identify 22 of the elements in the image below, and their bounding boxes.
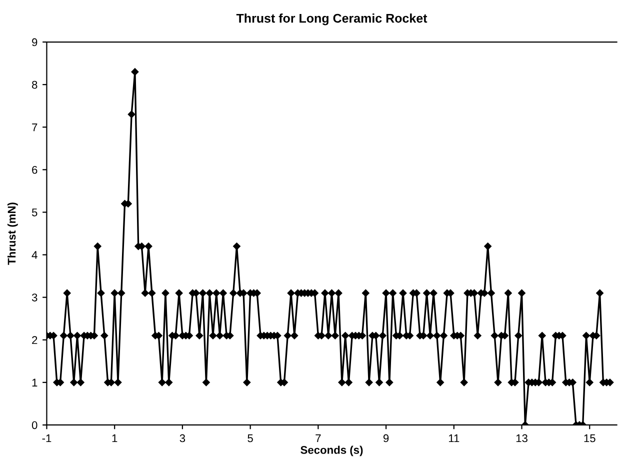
y-tick-label: 4: [32, 251, 38, 259]
y-tick-label: 1: [32, 378, 38, 386]
x-tick-label: 11: [448, 434, 460, 442]
x-tick-label: 3: [180, 434, 186, 442]
x-tick-label: -1: [42, 434, 52, 442]
x-tick-label: 9: [383, 434, 389, 442]
x-tick-label: 5: [248, 434, 253, 442]
y-tick-label: 8: [32, 80, 38, 89]
x-axis-title: Seconds (s): [300, 446, 363, 456]
y-tick-label: 2: [32, 336, 38, 344]
x-tick-label: 15: [584, 434, 596, 442]
y-tick-label: 0: [32, 421, 38, 430]
x-tick-label: 1: [112, 434, 118, 442]
y-tick-label: 9: [32, 38, 38, 46]
x-tick-label: 13: [516, 434, 528, 442]
y-tick-label: 6: [32, 166, 38, 174]
y-tick-label: 3: [32, 294, 38, 302]
y-tick-label: 5: [32, 208, 38, 216]
y-axis-title: Thrust (mN): [7, 202, 18, 265]
y-tick-label: 7: [32, 124, 38, 132]
x-tick-label: 7: [316, 434, 321, 442]
chart-title: Thrust for Long Ceramic Rocket: [236, 14, 428, 26]
